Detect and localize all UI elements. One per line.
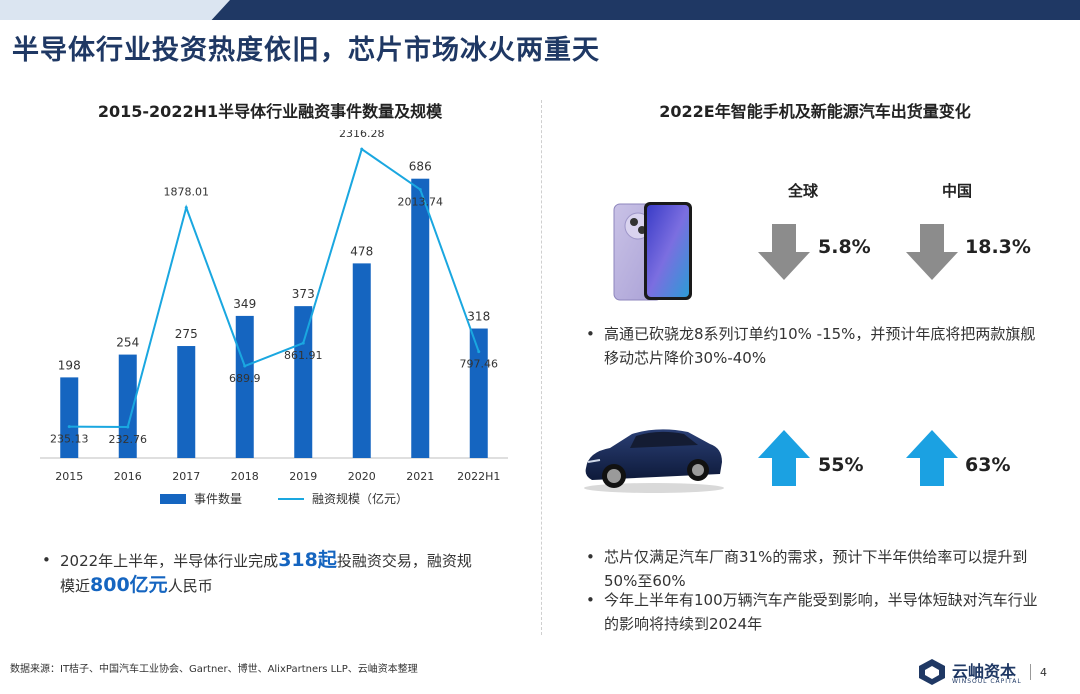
- bar: [411, 178, 430, 458]
- line-value-label: 689.9: [229, 372, 261, 385]
- line-value-label: 861.91: [284, 349, 323, 362]
- smartphone-image: [613, 202, 692, 301]
- bullet-text: 高通已砍骁龙8系列订单约10% -15%，并预计年底将把两款旗舰移动芯片降价30…: [604, 325, 1036, 367]
- logo-text: 云岫资本: [952, 662, 1017, 681]
- line-point: [67, 425, 71, 429]
- bullet-text: 芯片仅满足汽车厂商31%的需求，预计下半年供给率可以提升到50%至60%: [604, 548, 1028, 590]
- bullet-text: 模近: [60, 577, 91, 595]
- electric-car-image: [584, 429, 724, 493]
- bar: [118, 354, 137, 458]
- bar-value-label: 373: [292, 287, 315, 301]
- x-tick-label: 2016: [114, 470, 142, 483]
- down-arrow-icon: [758, 224, 810, 280]
- bar: [235, 315, 254, 458]
- car-global-change: 55%: [818, 454, 864, 476]
- chart-title: 2015-2022H1半导体行业融资事件数量及规模: [97, 102, 443, 121]
- legend-bar-label: 事件数量: [194, 492, 243, 506]
- x-tick-label: 2019: [289, 470, 317, 483]
- bar-value-label: 349: [233, 297, 256, 311]
- bullet-text: 今年上半年有100万辆汽车产能受到影响，半导体短缺对汽车行业的影响将持续到202…: [604, 591, 1038, 633]
- section-divider: [541, 100, 542, 635]
- legend-bar-swatch: [160, 493, 186, 504]
- left-bullet: • 2022年上半年，半导体行业完成318起投融资交易，融资规 模近800亿元人…: [42, 548, 530, 598]
- data-source: 数据来源：IT桔子、中国汽车工业协会、Gartner、博世、AlixPartne…: [10, 664, 418, 675]
- up-arrow-icon: [906, 430, 958, 486]
- line-value-label: 2013.74: [398, 196, 444, 209]
- car-bullet-2: • 今年上半年有100万辆汽车产能受到影响，半导体短缺对汽车行业的影响将持续到2…: [586, 588, 1044, 636]
- line-point: [301, 341, 305, 345]
- page-title: 半导体行业投资热度依旧，芯片市场冰火两重天: [12, 35, 600, 66]
- bar-value-label: 275: [175, 327, 198, 341]
- line-value-label: 232.76: [109, 433, 148, 446]
- bullet-text: 2022年上半年，半导体行业完成: [60, 552, 279, 570]
- car-china-change: 63%: [965, 454, 1011, 476]
- phone-china-change: 18.3%: [965, 236, 1031, 258]
- bullet-highlight-count: 318起: [278, 549, 337, 571]
- top-banner-accent: [0, 0, 230, 20]
- header-china: 中国: [942, 182, 973, 200]
- x-tick-label: 2015: [55, 470, 83, 483]
- up-arrow-icon: [758, 430, 810, 486]
- logo-subtext: WINSOUL CAPITAL: [952, 678, 1022, 685]
- page-separator: [1030, 664, 1031, 680]
- top-banner: [0, 0, 1080, 20]
- bullet-text: 人民币: [167, 577, 213, 595]
- bar-value-label: 254: [116, 336, 139, 350]
- bullet-highlight-amount: 800亿元: [90, 574, 168, 596]
- x-tick-label: 2021: [406, 470, 434, 483]
- legend-line-label: 融资规模（亿元）: [312, 492, 409, 506]
- line-value-label: 2316.28: [339, 130, 385, 140]
- line-value-label: 1878.01: [164, 186, 210, 199]
- financing-chart: 198 2015 254 2016 275 2017 349 2018 373 2019 478 20…: [40, 130, 508, 483]
- phone-global-change: 5.8%: [818, 236, 871, 258]
- x-tick-label: 2018: [231, 470, 259, 483]
- bar-value-label: 318: [467, 310, 490, 324]
- line-value-label: 235.13: [50, 433, 89, 446]
- logo-icon: [919, 659, 945, 685]
- bullet-text: 投融资交易，融资规: [336, 552, 472, 570]
- line-value-label: 797.46: [460, 358, 499, 371]
- right-title: 2022E年智能手机及新能源汽车出货量变化: [659, 102, 971, 121]
- bullet-dot: •: [586, 591, 595, 609]
- bullet-dot: •: [586, 548, 595, 566]
- x-tick-label: 2017: [172, 470, 200, 483]
- line-point: [184, 206, 188, 210]
- bar: [294, 306, 313, 458]
- bar: [177, 346, 196, 458]
- line-point: [418, 188, 422, 192]
- car-bullet-1: • 芯片仅满足汽车厂商31%的需求，预计下半年供给率可以提升到50%至60%: [586, 545, 1044, 593]
- bar: [60, 377, 79, 458]
- header-global: 全球: [788, 182, 819, 200]
- bar: [352, 263, 371, 458]
- page-number: 4: [1040, 666, 1047, 679]
- bar-value-label: 198: [58, 358, 81, 372]
- line-point: [243, 364, 247, 368]
- down-arrow-icon: [906, 224, 958, 280]
- bullet-dot: •: [586, 325, 595, 343]
- line-series: [69, 147, 480, 428]
- x-tick-label: 2022H1: [457, 470, 500, 483]
- line-point: [360, 147, 364, 151]
- bullet-dot: •: [42, 551, 51, 569]
- bar: [469, 328, 488, 458]
- line-point: [477, 350, 481, 354]
- phone-bullet: • 高通已砍骁龙8系列订单约10% -15%，并预计年底将把两款旗舰移动芯片降价…: [586, 322, 1044, 370]
- bar-value-label: 686: [409, 160, 432, 174]
- bar-value-label: 478: [350, 244, 373, 258]
- x-tick-label: 2020: [348, 470, 376, 483]
- legend-line-swatch: [278, 497, 305, 500]
- line-point: [126, 425, 130, 429]
- chart-legend: 事件数量 融资规模（亿元）: [160, 490, 408, 507]
